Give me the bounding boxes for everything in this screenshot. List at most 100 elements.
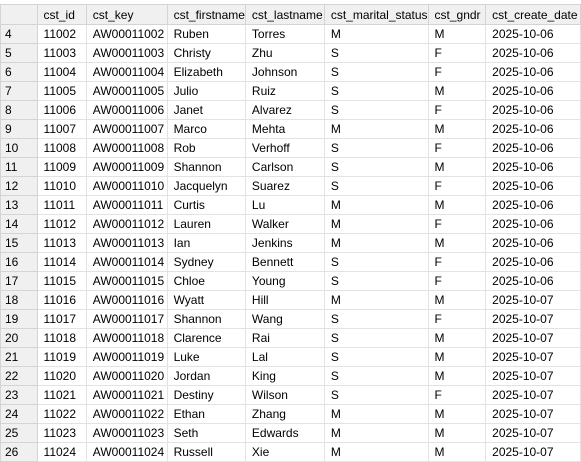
- cell-cst-gndr[interactable]: F: [427, 214, 487, 234]
- cell-cst-key[interactable]: AW00011009: [85, 157, 168, 177]
- table-row[interactable]: 12 11010 AW00011010 Jacquelyn Suarez S F 2025-1…: [0, 176, 581, 196]
- cell-cst-firstname[interactable]: Ruben: [166, 24, 246, 44]
- cell-cst-create-date[interactable]: 2025-10-06: [485, 100, 581, 120]
- cell-cst-gndr[interactable]: M: [427, 347, 487, 367]
- cell-cst-id[interactable]: 11024: [36, 442, 87, 462]
- cell-cst-create-date[interactable]: 2025-10-06: [485, 157, 581, 177]
- table-row[interactable]: 26 11024 AW00011024 Russell Xie M M 2025-10-07: [0, 442, 581, 462]
- cell-cst-firstname[interactable]: Destiny: [166, 385, 246, 405]
- row-number[interactable]: 25: [0, 423, 38, 443]
- cell-cst-create-date[interactable]: 2025-10-07: [485, 366, 581, 386]
- cell-cst-gndr[interactable]: M: [427, 404, 487, 424]
- cell-cst-id[interactable]: 11021: [36, 385, 87, 405]
- table-row[interactable]: 24 11022 AW00011022 Ethan Zhang M M 2025-10-07: [0, 404, 581, 424]
- table-row[interactable]: 10 11008 AW00011008 Rob Verhoff S F 2025-10-06: [0, 138, 581, 158]
- cell-cst-firstname[interactable]: Shannon: [166, 309, 246, 329]
- cell-cst-lastname[interactable]: Zhu: [244, 43, 325, 63]
- cell-cst-gndr[interactable]: F: [427, 62, 487, 82]
- cell-cst-create-date[interactable]: 2025-10-06: [485, 252, 581, 272]
- cell-cst-create-date[interactable]: 2025-10-07: [485, 385, 581, 405]
- column-header-cst-id[interactable]: cst_id: [36, 4, 87, 25]
- cell-cst-create-date[interactable]: 2025-10-07: [485, 442, 581, 462]
- row-number-header[interactable]: [0, 4, 38, 25]
- cell-cst-marital-status[interactable]: S: [323, 347, 429, 367]
- cell-cst-lastname[interactable]: King: [244, 366, 325, 386]
- cell-cst-firstname[interactable]: Janet: [166, 100, 246, 120]
- cell-cst-key[interactable]: AW00011020: [85, 366, 168, 386]
- cell-cst-id[interactable]: 11015: [36, 271, 87, 291]
- cell-cst-gndr[interactable]: M: [427, 328, 487, 348]
- cell-cst-lastname[interactable]: Young: [244, 271, 325, 291]
- table-row[interactable]: 11 11009 AW00011009 Shannon Carlson S M 2025-10…: [0, 157, 581, 177]
- cell-cst-key[interactable]: AW00011004: [85, 62, 168, 82]
- cell-cst-gndr[interactable]: M: [427, 24, 487, 44]
- cell-cst-lastname[interactable]: Wilson: [244, 385, 325, 405]
- column-header-cst-gndr[interactable]: cst_gndr: [427, 4, 487, 25]
- cell-cst-id[interactable]: 11004: [36, 62, 87, 82]
- row-number[interactable]: 11: [0, 157, 38, 177]
- cell-cst-key[interactable]: AW00011017: [85, 309, 168, 329]
- column-header-cst-marital-status[interactable]: cst_marital_status: [323, 4, 429, 25]
- cell-cst-id[interactable]: 11006: [36, 100, 87, 120]
- cell-cst-firstname[interactable]: Chloe: [166, 271, 246, 291]
- cell-cst-gndr[interactable]: M: [427, 195, 487, 215]
- cell-cst-firstname[interactable]: Shannon: [166, 157, 246, 177]
- cell-cst-key[interactable]: AW00011012: [85, 214, 168, 234]
- row-number[interactable]: 12: [0, 176, 38, 196]
- table-row[interactable]: 6 11004 AW00011004 Elizabeth Johnson S F 2025-1…: [0, 62, 581, 82]
- cell-cst-firstname[interactable]: Clarence: [166, 328, 246, 348]
- row-number[interactable]: 20: [0, 328, 38, 348]
- cell-cst-lastname[interactable]: Lal: [244, 347, 325, 367]
- cell-cst-key[interactable]: AW00011003: [85, 43, 168, 63]
- cell-cst-firstname[interactable]: Lauren: [166, 214, 246, 234]
- cell-cst-create-date[interactable]: 2025-10-07: [485, 347, 581, 367]
- cell-cst-gndr[interactable]: F: [427, 271, 487, 291]
- table-row[interactable]: 17 11015 AW00011015 Chloe Young S F 2025-10-06: [0, 271, 581, 291]
- table-row[interactable]: 25 11023 AW00011023 Seth Edwards M M 2025-10-07: [0, 423, 581, 443]
- cell-cst-gndr[interactable]: F: [427, 385, 487, 405]
- table-row[interactable]: 19 11017 AW00011017 Shannon Wang S F 2025-10-07: [0, 309, 581, 329]
- cell-cst-id[interactable]: 11020: [36, 366, 87, 386]
- cell-cst-gndr[interactable]: M: [427, 81, 487, 101]
- cell-cst-marital-status[interactable]: S: [323, 252, 429, 272]
- cell-cst-create-date[interactable]: 2025-10-07: [485, 290, 581, 310]
- cell-cst-key[interactable]: AW00011011: [85, 195, 168, 215]
- row-number[interactable]: 23: [0, 385, 38, 405]
- cell-cst-marital-status[interactable]: S: [323, 157, 429, 177]
- cell-cst-id[interactable]: 11008: [36, 138, 87, 158]
- cell-cst-key[interactable]: AW00011018: [85, 328, 168, 348]
- cell-cst-firstname[interactable]: Ethan: [166, 404, 246, 424]
- cell-cst-firstname[interactable]: Marco: [166, 119, 246, 139]
- cell-cst-marital-status[interactable]: S: [323, 176, 429, 196]
- cell-cst-gndr[interactable]: F: [427, 252, 487, 272]
- cell-cst-gndr[interactable]: F: [427, 43, 487, 63]
- cell-cst-gndr[interactable]: F: [427, 176, 487, 196]
- cell-cst-marital-status[interactable]: S: [323, 43, 429, 63]
- cell-cst-marital-status[interactable]: S: [323, 81, 429, 101]
- cell-cst-id[interactable]: 11016: [36, 290, 87, 310]
- cell-cst-create-date[interactable]: 2025-10-06: [485, 271, 581, 291]
- cell-cst-id[interactable]: 11023: [36, 423, 87, 443]
- cell-cst-marital-status[interactable]: M: [323, 119, 429, 139]
- cell-cst-key[interactable]: AW00011002: [85, 24, 168, 44]
- table-row[interactable]: 18 11016 AW00011016 Wyatt Hill M M 2025-10-07: [0, 290, 581, 310]
- row-number[interactable]: 14: [0, 214, 38, 234]
- row-number[interactable]: 13: [0, 195, 38, 215]
- cell-cst-lastname[interactable]: Ruiz: [244, 81, 325, 101]
- cell-cst-key[interactable]: AW00011022: [85, 404, 168, 424]
- cell-cst-lastname[interactable]: Alvarez: [244, 100, 325, 120]
- row-number[interactable]: 8: [0, 100, 38, 120]
- cell-cst-gndr[interactable]: F: [427, 100, 487, 120]
- cell-cst-key[interactable]: AW00011005: [85, 81, 168, 101]
- cell-cst-id[interactable]: 11013: [36, 233, 87, 253]
- cell-cst-key[interactable]: AW00011006: [85, 100, 168, 120]
- cell-cst-lastname[interactable]: Xie: [244, 442, 325, 462]
- row-number[interactable]: 19: [0, 309, 38, 329]
- cell-cst-create-date[interactable]: 2025-10-06: [485, 195, 581, 215]
- row-number[interactable]: 9: [0, 119, 38, 139]
- table-row[interactable]: 4 11002 AW00011002 Ruben Torres M M 2025-10-06: [0, 24, 581, 44]
- row-number[interactable]: 22: [0, 366, 38, 386]
- table-row[interactable]: 22 11020 AW00011020 Jordan King S M 2025-10-07: [0, 366, 581, 386]
- cell-cst-marital-status[interactable]: M: [323, 214, 429, 234]
- cell-cst-lastname[interactable]: Bennett: [244, 252, 325, 272]
